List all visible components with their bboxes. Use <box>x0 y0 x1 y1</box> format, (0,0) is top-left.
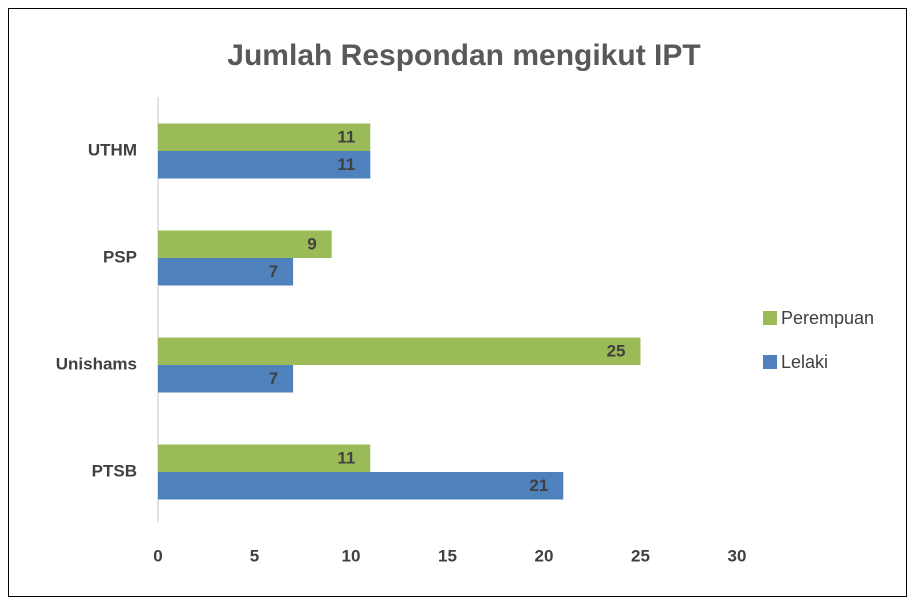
bar <box>158 365 294 393</box>
data-label: 11 <box>337 449 355 468</box>
data-label: 25 <box>607 342 626 361</box>
bar <box>158 472 564 500</box>
chart-frame <box>8 8 907 597</box>
data-label: 11 <box>337 155 355 174</box>
bar <box>158 151 371 179</box>
x-tick-label: 25 <box>631 546 650 565</box>
bar <box>158 444 371 472</box>
chart-title: Jumlah Respondan mengikut IPT <box>227 39 700 72</box>
data-label: 7 <box>269 369 278 388</box>
x-tick-label: 30 <box>728 546 747 565</box>
y-tick-label: PTSB <box>92 461 137 480</box>
bar <box>158 258 294 286</box>
y-tick-label: PSP <box>103 247 137 266</box>
data-label: 7 <box>269 262 278 281</box>
legend-label: Perempuan <box>781 308 874 328</box>
x-tick-label: 10 <box>342 546 361 565</box>
legend-label: Lelaki <box>781 352 828 372</box>
legend-swatch <box>763 355 777 369</box>
bar <box>158 123 371 151</box>
x-tick-label: 20 <box>535 546 554 565</box>
x-tick-label: 0 <box>153 546 162 565</box>
x-tick-label: 5 <box>250 546 259 565</box>
bar <box>158 337 641 365</box>
data-label: 21 <box>529 476 548 495</box>
x-tick-label: 15 <box>438 546 457 565</box>
y-tick-label: Unishams <box>56 354 137 373</box>
bar <box>158 230 332 258</box>
data-label: 9 <box>307 235 316 254</box>
legend-swatch <box>763 311 777 325</box>
y-tick-label: UTHM <box>88 140 137 159</box>
data-label: 11 <box>337 128 355 147</box>
